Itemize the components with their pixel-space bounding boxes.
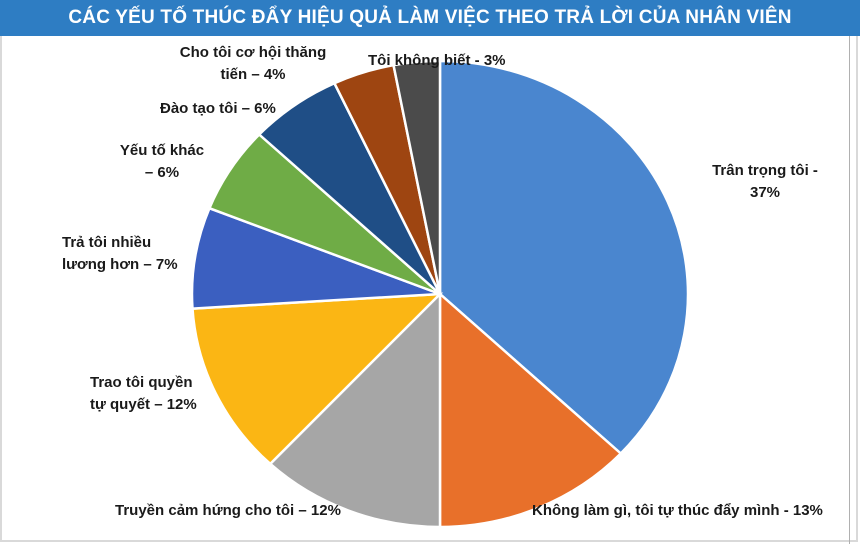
pie-slice-4 (190, 206, 441, 310)
slice-label-line: Tôi không biết - 3% (368, 52, 506, 69)
slice-label-3: Trao tôi quyền tự quyết – 12% (90, 372, 197, 416)
chart-title: CÁC YẾU TỐ THÚC ĐẨY HIỆU QUẢ LÀM VIỆC TH… (68, 7, 792, 28)
chart-title-bar: CÁC YẾU TỐ THÚC ĐẨY HIỆU QUẢ LÀM VIỆC TH… (0, 0, 860, 36)
slice-label-line: Yếu tố khác (119, 142, 205, 159)
slice-label-line: Không làm gì, tôi tự thúc đẩy mình - 13% (532, 502, 823, 519)
slice-label-line: Đào tạo tôi – 6% (160, 100, 276, 117)
slice-label-line: 37% (749, 184, 781, 201)
slice-label-line: Trả tôi nhiều (62, 234, 152, 251)
pie-slice-1 (438, 291, 623, 529)
slice-label-4: Trả tôi nhiều lương hơn – 7% (62, 232, 178, 276)
chart-frame (0, 36, 858, 542)
slice-label-2: Truyền cảm hứng cho tôi – 12% (115, 500, 341, 522)
slice-label-line: Truyền cảm hứng cho tôi – 12% (115, 502, 341, 519)
slice-label-line: tiến – 4% (220, 66, 286, 83)
frame-edge-line (849, 36, 850, 544)
slice-label-line: Trân trọng tôi - (712, 162, 818, 179)
slice-label-1: Không làm gì, tôi tự thúc đẩy mình - 13% (532, 500, 823, 522)
pie-chart (190, 59, 690, 529)
pie-slice-3 (191, 292, 444, 466)
slice-label-line: lương hơn – 7% (62, 256, 178, 273)
pie-slice-2 (268, 290, 442, 529)
slice-label-line: – 6% (144, 164, 180, 181)
slice-label-8: Tôi không biết - 3% (368, 50, 506, 72)
slice-label-5: Yếu tố khác – 6% (112, 140, 212, 184)
slice-label-line: Cho tôi cơ hội thăng (179, 44, 327, 61)
slice-label-line: tự quyết – 12% (90, 396, 197, 413)
slice-label-6: Đào tạo tôi – 6% (160, 98, 276, 120)
pie-slice-0 (438, 59, 690, 456)
slice-label-0: Trân trọng tôi - 37% (690, 160, 840, 204)
slice-label-line: Trao tôi quyền (90, 374, 193, 391)
slice-label-7: Cho tôi cơ hội thăng tiến – 4% (178, 42, 328, 86)
pie-slice-8 (392, 59, 442, 295)
